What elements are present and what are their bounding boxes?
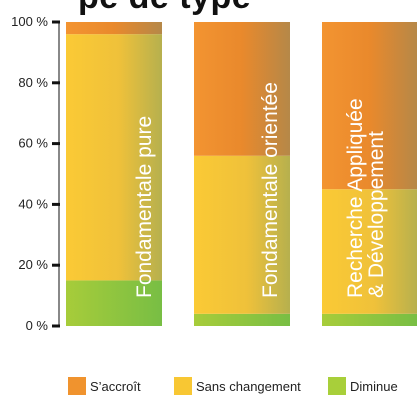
stacked-bar-chart: 0 % 20 % 40 % 60 % 80 % 100 % Fondamentale pu… <box>11 14 417 333</box>
legend-label-increase: S’accroît <box>90 378 141 394</box>
bar-segment-decrease <box>66 280 162 326</box>
chart-title-fragment: pe de type <box>78 0 251 17</box>
legend-item-increase: S’accroît <box>68 376 141 396</box>
legend-swatch-nochange <box>174 377 192 395</box>
bar-segment-increase <box>322 22 417 190</box>
bar-category-label: Fondamentale orientée <box>259 82 282 298</box>
bar-segment-nochange <box>322 189 417 314</box>
bar-labels: Fondamentale pure Fondamentale orientée Re… <box>133 82 388 298</box>
bar-segment-increase <box>66 22 162 35</box>
bar-segment-increase <box>194 22 290 156</box>
legend-label-nochange: Sans changement <box>196 378 301 394</box>
y-tick-label: 20 % <box>18 257 48 272</box>
bar-segment-decrease <box>322 313 417 326</box>
bar-segment-decrease <box>194 313 290 326</box>
y-tick-label: 80 % <box>18 75 48 90</box>
y-tick-label: 40 % <box>18 196 48 211</box>
legend: S’accroît Sans changement Diminue <box>0 376 417 396</box>
y-axis: 0 % 20 % 40 % 60 % 80 % 100 % <box>11 14 60 333</box>
legend-label-decrease: Diminue <box>350 378 398 394</box>
legend-swatch-increase <box>68 377 86 395</box>
bar-category-label: & Développement <box>365 131 388 298</box>
bar-category-label: Recherche Appliquée <box>344 98 367 298</box>
y-tick-label: 100 % <box>11 14 48 29</box>
legend-item-nochange: Sans changement <box>174 376 301 396</box>
y-tick-label: 60 % <box>18 136 48 151</box>
bar-segment-nochange <box>194 155 290 314</box>
bar-segment-nochange <box>66 34 162 281</box>
legend-swatch-decrease <box>328 377 346 395</box>
bars <box>66 22 417 326</box>
legend-item-decrease: Diminue <box>328 376 398 396</box>
y-tick-label: 0 % <box>26 318 49 333</box>
bar-category-label: Fondamentale pure <box>133 116 156 298</box>
